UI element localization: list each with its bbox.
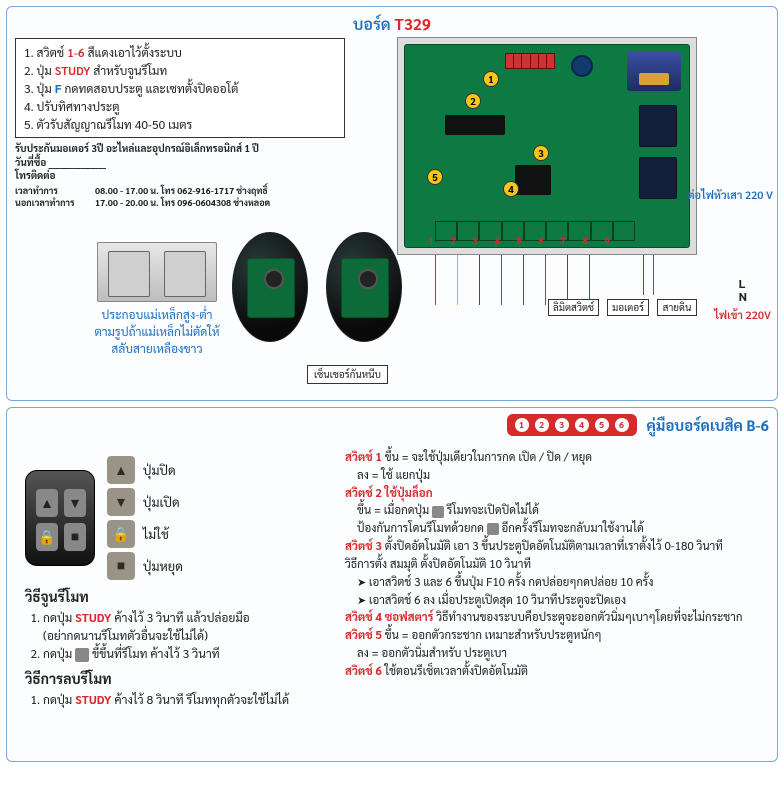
sensor-label: เซ็นเซอร์กันหนีบ [307, 365, 388, 384]
feature-3: 3. ปุ่ม F กดทดสอบประตู และเซทตั้งปิดออโต… [24, 79, 336, 97]
feature-2: 2. ปุ่ม STUDY สำหรับจูนรีโมท [24, 61, 336, 79]
wire-labels: ลิมิตสวิตช์ มอเตอร์ สายดิน [548, 299, 697, 316]
feature-1: 1. สวิตช์ 1-6 สีแดงเอาไว้ตั้งระบบ [24, 43, 336, 61]
sw3d: เอาสวิตช์ 6 ลง เมื่อประตูเปิดสุด 10 วินา… [345, 591, 765, 609]
b6-title-row: 1 2 3 4 5 6 คู่มือบอร์ดเบสิค B-6 [15, 414, 769, 436]
sw1: สวิตช์ 1 ขึ้น = จะใช้ปุ่มเดียวในการกด เป… [345, 448, 765, 466]
label-limit: ลิมิตสวิตช์ [548, 299, 599, 316]
callout-5: 5 [427, 169, 443, 185]
remote-btn-stop-icon: ■ [64, 523, 86, 551]
sw3: สวิตช์ 3 ตั้งปิดอัตโนมัติ เอา 3 ขึ้นประต… [345, 537, 765, 555]
remote-btn-lock-icon: 🔒 [36, 523, 58, 551]
remote-btn-up-icon: ▲ [36, 489, 58, 517]
purchase-date: วันที่ซื้อ ________________ [15, 156, 345, 170]
up-icon: ▲ [107, 456, 135, 484]
pcb-board: 1 2 3 4 5 [397, 37, 697, 255]
sensor-left-icon [232, 232, 308, 342]
sw6: สวิตช์ 6 ใช้ตอนรีเซ็ตเวลาตั้งปิดอัตโนมัต… [345, 662, 765, 680]
label-ground: สายดิน [657, 299, 697, 316]
sensor-right-icon [326, 232, 402, 342]
wire-red [435, 255, 436, 305]
callout-1: 1 [483, 71, 499, 87]
label-power-in: ไฟเข้า 220V [714, 307, 771, 322]
lock-icon: 🔒 [107, 520, 135, 548]
pair-steps: กดปุ่ม STUDY ค้างไว้ 3 วินาที แล้วปล่อยม… [25, 608, 325, 662]
pcb-main: 1 2 3 4 5 [404, 44, 690, 248]
title-prefix: บอร์ด [353, 13, 394, 34]
sw2h: สวิตช์ 2 ใช้ปุ่มล็อก [345, 484, 765, 502]
warranty-text: รับประกันมอเตอร์ 3ปี อะไหล่และอุปกรณ์อิเ… [15, 142, 345, 156]
sw3c: เอาสวิตช์ 3 และ 6 ขึ้นปุ่ม F10 ครั้ง กดป… [345, 573, 765, 591]
sw1b: ลง = ใช้ แยกปุ่ม [345, 466, 765, 484]
capacitor-icon [571, 55, 593, 77]
transformer-icon [627, 51, 681, 91]
warranty-block: รับประกันมอเตอร์ 3ปี อะไหล่และอุปกรณ์อิเ… [15, 142, 345, 209]
sw4: สวิตช์ 4 ซอฟสตาร์ วิธีทำงานของระบบคือประ… [345, 608, 765, 626]
callout-4: 4 [503, 181, 519, 197]
board-title: บอร์ด T329 [15, 13, 769, 34]
wire-purple [567, 255, 568, 305]
remote-row: ▲ ▼ 🔒 ■ ▲ปุ่มปิด ▼ปุ่มเปิด 🔒ไม่ใช้ ■ปุ่ม… [25, 456, 325, 580]
delete-heading: วิธีการลบรีโมท [25, 670, 325, 688]
switch-descriptions: สวิตช์ 1 ขึ้น = จะใช้ปุ่มเดียวในการกด เป… [345, 448, 765, 680]
remote-btn-down-icon: ▼ [64, 489, 86, 517]
down-icon: ▼ [107, 488, 135, 516]
feature-list: 1. สวิตช์ 1-6 สีแดงเอาไว้ตั้งระบบ 2. ปุ่… [15, 38, 345, 138]
remote-icon: ▲ ▼ 🔒 ■ [25, 470, 95, 566]
remote-section: ▲ ▼ 🔒 ■ ▲ปุ่มปิด ▼ปุ่มเปิด 🔒ไม่ใช้ ■ปุ่ม… [25, 456, 325, 708]
sensor-pair [232, 232, 402, 382]
b6-title: คู่มือบอร์ดเบสิค B-6 [647, 416, 769, 435]
square-button-icon [432, 506, 444, 518]
square-button-icon [487, 523, 499, 535]
sw5b: ลง = ออกตัวนิ่มสำหรับ ประตูเบา [345, 644, 765, 662]
relay-icon [639, 157, 677, 199]
contact-grid: เวลาทำการ08.00 - 17.00 น. โทร 062-916-17… [15, 185, 345, 209]
stop-icon: ■ [107, 552, 135, 580]
pair-step-1: กดปุ่ม STUDY ค้างไว้ 3 วินาที แล้วปล่อยม… [43, 608, 325, 644]
panel-b6: 1 2 3 4 5 6 คู่มือบอร์ดเบสิค B-6 ▲ ▼ 🔒 ■… [6, 407, 778, 762]
label-220v-post: ต่อไฟหัวเสา 220 V [688, 187, 773, 202]
delete-step-1: กดปุ่ม STUDY ค้างไว้ 8 วินาที รีโมททุกตั… [43, 690, 325, 708]
pair-heading: วิธีจูนรีโมท [25, 588, 325, 606]
callout-2: 2 [465, 93, 481, 109]
sw2c: ป้องกันการโดนรีโมทด้วยกด อีกครั้งรีโมทจะ… [345, 519, 765, 537]
terminal-numbers: 123456789 [421, 235, 619, 247]
pair-step-2: กดปุ่ม ขี้ขึ้นที่รีโมท ค้างไว้ 3 วินาที [43, 644, 325, 662]
feature-5: 5. ตัวรับสัญญาณรีโมท 40-50 เมตร [24, 115, 336, 133]
label-motor: มอเตอร์ [607, 299, 649, 316]
wire-brown [643, 255, 644, 295]
wire-green [589, 255, 590, 305]
remote-button-legend: ▲ปุ่มปิด ▼ปุ่มเปิด 🔒ไม่ใช้ ■ปุ่มหยุด [107, 456, 183, 580]
magnet-switch-icon [97, 242, 217, 302]
contact-header: โทรติดต่อ [15, 169, 345, 183]
delete-steps: กดปุ่ม STUDY ค้างไว้ 8 วินาที รีโมททุกตั… [25, 690, 325, 708]
relay-icon [639, 105, 677, 147]
callout-3: 3 [533, 145, 549, 161]
wire-blue [653, 255, 654, 295]
ic-chip-icon [445, 115, 505, 135]
wire-red [545, 255, 546, 305]
label-ln: L N [739, 277, 747, 303]
ic-chip-icon [515, 165, 551, 195]
wire-purple [479, 255, 480, 305]
wire-blue [501, 255, 502, 305]
sw3b: วิธีการตั้ง สมมุติ ตั้งปิดอัตโนมัติ 10 ว… [345, 555, 765, 573]
dip-b6-icon: 1 2 3 4 5 6 [507, 414, 637, 436]
title-code: T329 [394, 13, 431, 34]
grey-button-icon [75, 648, 89, 662]
dip-switch-icon [505, 53, 555, 69]
sw5: สวิตช์ 5 ขึ้น = ออกตัวกระชาก เหมาะสำหรับ… [345, 626, 765, 644]
wire-yellow [457, 255, 458, 305]
panel-t329: บอร์ด T329 1. สวิตช์ 1-6 สีแดงเอาไว้ตั้ง… [6, 6, 778, 401]
wire-green [523, 255, 524, 305]
feature-4: 4. ปรับทิศทางประตู [24, 97, 336, 115]
sw2a: ขึ้น = เมื่อกดปุ่ม รีโมทจะเปิดปิดไม่ได้ [345, 501, 765, 519]
